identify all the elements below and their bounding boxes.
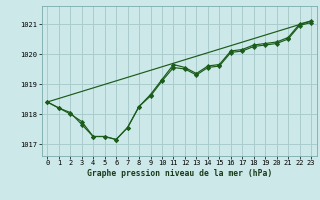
X-axis label: Graphe pression niveau de la mer (hPa): Graphe pression niveau de la mer (hPa) [87, 169, 272, 178]
